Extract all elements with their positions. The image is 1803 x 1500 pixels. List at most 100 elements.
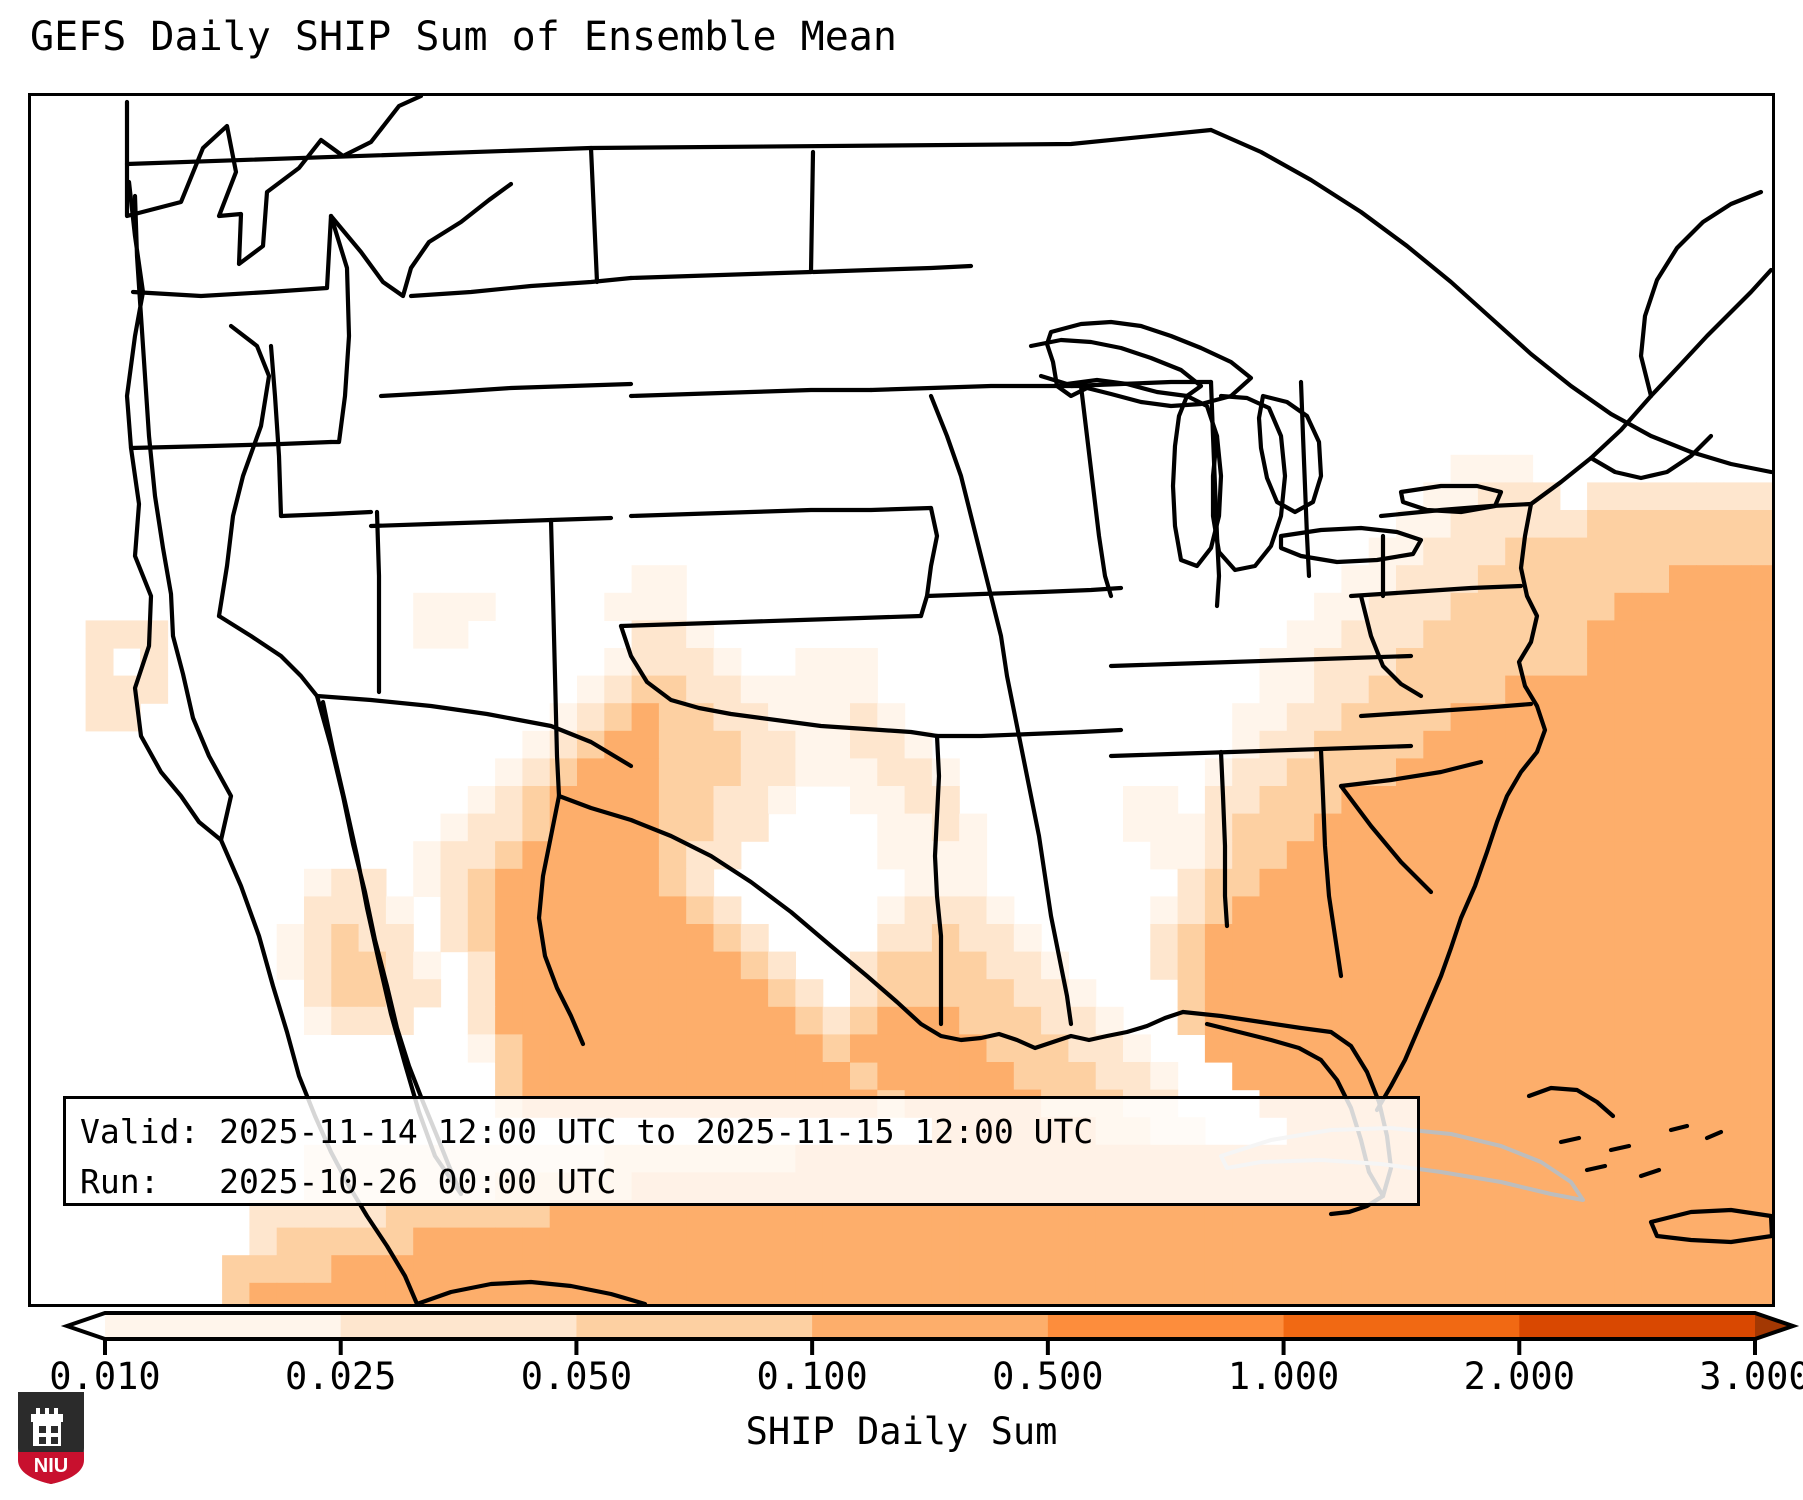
- heatmap-cell: [931, 1006, 960, 1035]
- heatmap-cell: [1723, 758, 1752, 787]
- heatmap-cell: [1532, 786, 1561, 815]
- heatmap-cell: [822, 730, 851, 759]
- heatmap-cell: [1314, 786, 1342, 815]
- heatmap-cell: [413, 979, 442, 1008]
- heatmap-cell: [1314, 703, 1342, 732]
- heatmap-cell: [713, 896, 742, 925]
- heatmap-cell: [467, 1227, 496, 1256]
- heatmap-cell: [986, 1227, 1015, 1256]
- heatmap-cell: [740, 1062, 769, 1091]
- heatmap-cell: [1450, 1255, 1479, 1284]
- heatmap-cell: [304, 979, 332, 1008]
- heatmap-cell: [1314, 675, 1342, 704]
- heatmap-cell: [877, 703, 906, 732]
- heatmap-cell: [413, 592, 442, 621]
- heatmap-cell: [1041, 1062, 1069, 1091]
- heatmap-cell: [1423, 1034, 1452, 1063]
- heatmap-cell: [1587, 565, 1615, 594]
- heatmap-cell: [850, 786, 878, 815]
- heatmap-cell: [1587, 979, 1615, 1008]
- heatmap-cell: [331, 868, 360, 897]
- heatmap-cell: [740, 730, 769, 759]
- heatmap-cell: [604, 592, 633, 621]
- heatmap-cell: [1477, 730, 1506, 759]
- heatmap-cell: [877, 758, 906, 787]
- heatmap-cell: [686, 1255, 715, 1284]
- heatmap-cell: [795, 1282, 824, 1304]
- heatmap-cell: [331, 979, 360, 1008]
- heatmap-cell: [1232, 703, 1261, 732]
- heatmap-cell: [1505, 1034, 1534, 1063]
- state-border-ar-la: [934, 727, 1124, 739]
- heatmap-cell: [740, 1282, 769, 1304]
- heatmap-cell: [1614, 648, 1643, 677]
- heatmap-cell: [822, 1006, 851, 1035]
- heatmap-cell: [1696, 868, 1725, 897]
- heatmap-cell: [140, 675, 169, 704]
- state-border-mn-ia: [810, 263, 974, 275]
- heatmap-cell: [604, 868, 633, 897]
- heatmap-cell: [1750, 510, 1772, 539]
- heatmap-cell: [1505, 537, 1534, 566]
- heatmap-cell: [1641, 620, 1670, 649]
- heatmap-cell: [1723, 730, 1752, 759]
- heatmap-cell: [1696, 1172, 1725, 1201]
- heatmap-cell: [1396, 924, 1424, 953]
- state-border-mo-il: [1078, 383, 1114, 599]
- heatmap-cell: [1341, 675, 1370, 704]
- heatmap-cell: [1532, 924, 1561, 953]
- heatmap-cell: [768, 1255, 796, 1284]
- heatmap-cell: [1696, 730, 1725, 759]
- heatmap-cell: [604, 896, 633, 925]
- heatmap-cell: [658, 648, 687, 677]
- colorbar-tick-label: 3.000: [1699, 1355, 1803, 1398]
- heatmap-cell: [549, 896, 578, 925]
- heatmap-cell: [658, 841, 687, 870]
- heatmap-cell: [1669, 758, 1697, 787]
- heatmap-cell: [1286, 703, 1315, 732]
- heatmap-cell: [1669, 896, 1697, 925]
- heatmap-cell: [1477, 620, 1506, 649]
- heatmap-cell: [1204, 1282, 1233, 1304]
- heatmap-cell: [549, 758, 578, 787]
- heatmap-cell: [1669, 703, 1697, 732]
- heatmap-cell: [931, 1062, 960, 1091]
- heatmap-cell: [1559, 979, 1588, 1008]
- heatmap-cell: [1641, 1255, 1670, 1284]
- heatmap-cell: [1587, 592, 1615, 621]
- heatmap-cell: [413, 620, 442, 649]
- page-title: GEFS Daily SHIP Sum of Ensemble Mean: [30, 14, 897, 60]
- heatmap-cell: [1641, 1200, 1670, 1229]
- heatmap-cell: [1587, 951, 1615, 980]
- heatmap-cell: [331, 1006, 360, 1035]
- heatmap-cell: [522, 868, 551, 897]
- heatmap-cell: [713, 675, 742, 704]
- heatmap-cell: [577, 951, 605, 980]
- heatmap-cell: [1286, 730, 1315, 759]
- heatmap-cell: [877, 786, 906, 815]
- heatmap-cell: [1423, 675, 1452, 704]
- heatmap-cell: [1505, 730, 1534, 759]
- heatmap-cell: [1641, 482, 1670, 511]
- heatmap-cell: [1232, 951, 1261, 980]
- heatmap-cell: [1259, 841, 1288, 870]
- heatmap-cell: [1477, 1200, 1506, 1229]
- heatmap-cell: [1013, 1062, 1042, 1091]
- heatmap-cell: [1723, 1144, 1752, 1173]
- heatmap-cell: [1505, 1282, 1534, 1304]
- michigan-lower-peninsula: [1210, 393, 1288, 573]
- heatmap-cell: [413, 1255, 442, 1284]
- heatmap-cell: [1750, 786, 1772, 815]
- heatmap-cell: [522, 896, 551, 925]
- heatmap-cell: [1450, 1006, 1479, 1035]
- heatmap-cell: [358, 1255, 387, 1284]
- heatmap-cell: [222, 1282, 250, 1304]
- colorbar-bands: [67, 1313, 1793, 1339]
- heatmap-cell: [1232, 730, 1261, 759]
- heatmap-cell: [1641, 1006, 1670, 1035]
- heatmap-cell: [740, 813, 769, 842]
- heatmap-cell: [1232, 841, 1261, 870]
- heatmap-cell: [1477, 1172, 1506, 1201]
- heatmap-cell: [1368, 979, 1397, 1008]
- heatmap-cell: [276, 951, 305, 980]
